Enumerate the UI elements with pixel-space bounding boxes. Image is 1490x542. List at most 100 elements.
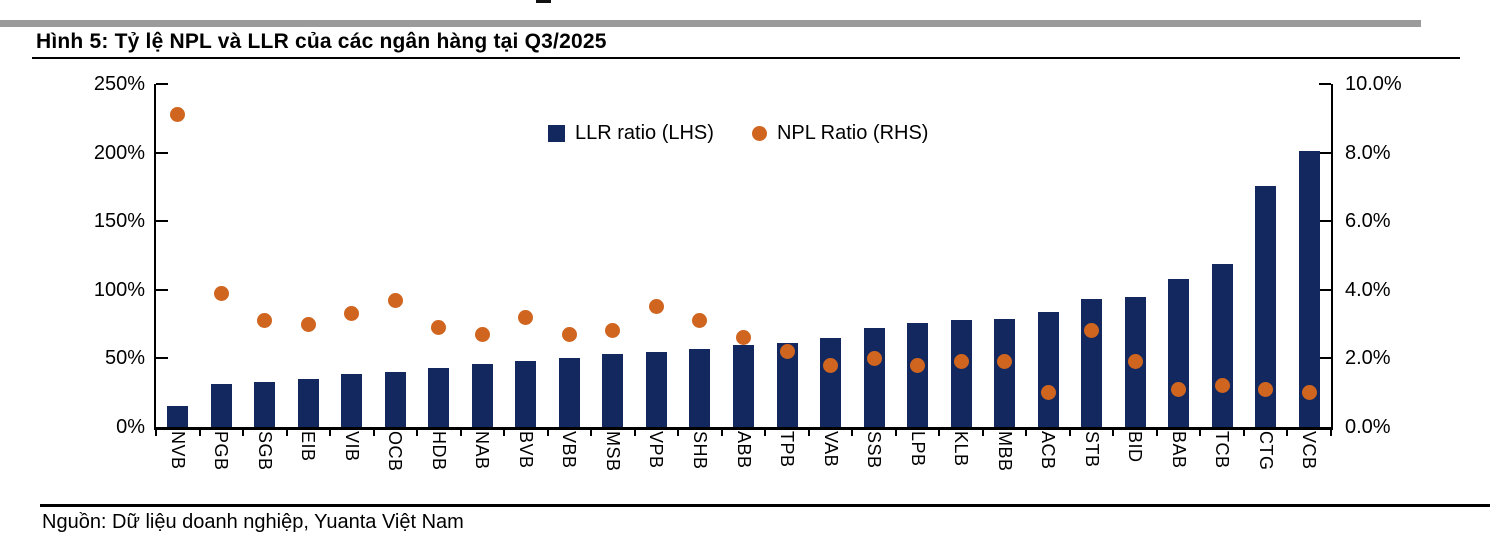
npl-dot: [1127, 354, 1143, 370]
x-axis-label: VBB: [559, 431, 580, 469]
crop-artifact-mark: [536, 0, 551, 3]
llr-bar: [471, 363, 493, 427]
right-axis-tick-label: 0.0%: [1345, 416, 1391, 438]
npl-dot: [648, 299, 664, 315]
x-axis-label: NVB: [167, 431, 188, 470]
right-axis-tick: [1319, 357, 1331, 360]
x-axis-label: CTG: [1255, 431, 1276, 471]
x-axis-label: BVB: [515, 431, 536, 469]
bottom-axis-tick: [1025, 427, 1028, 436]
x-axis-label: VCB: [1299, 431, 1320, 470]
bottom-axis-tick: [938, 427, 941, 436]
bottom-axis-tick: [720, 427, 723, 436]
npl-dot: [866, 350, 882, 366]
bottom-axis-tick: [590, 427, 593, 436]
x-axis-label: BAB: [1168, 431, 1189, 469]
bottom-axis-tick: [198, 427, 201, 436]
llr-bar: [167, 406, 189, 427]
x-axis-label: STB: [1081, 431, 1102, 468]
llr-bar: [515, 361, 537, 427]
left-axis-tick-label: 0%: [116, 416, 145, 438]
bottom-axis-tick: [764, 427, 767, 436]
bottom-axis-tick: [851, 427, 854, 436]
bottom-axis-tick: [807, 427, 810, 436]
llr-bar: [558, 358, 580, 427]
bottom-axis-tick: [285, 427, 288, 436]
x-axis-label: SHB: [689, 431, 710, 470]
legend-item-npl: NPL Ratio (RHS): [751, 122, 929, 145]
x-axis-label: ABB: [733, 431, 754, 469]
npl-dot: [170, 107, 186, 123]
bottom-axis-line: [154, 427, 1333, 430]
right-axis-tick: [1319, 83, 1331, 85]
x-axis-label: TCB: [1212, 431, 1233, 469]
npl-dot: [474, 326, 490, 342]
npl-dot: [910, 357, 926, 373]
npl-dot: [561, 326, 577, 342]
llr-bar: [1298, 151, 1320, 427]
llr-bar: [1168, 278, 1190, 427]
left-axis-tick-label: 250%: [93, 73, 145, 95]
x-axis-label: NAB: [472, 431, 493, 470]
npl-dot: [1214, 378, 1230, 394]
right-axis-tick: [1319, 220, 1331, 223]
x-axis-label: HDB: [428, 431, 449, 471]
x-axis-label: EIB: [298, 431, 319, 462]
right-axis-line: [1331, 84, 1333, 427]
bottom-axis-tick: [677, 427, 680, 436]
left-axis-tick-label: 100%: [93, 278, 145, 301]
x-axis-label: MSB: [602, 431, 623, 472]
bottom-axis-tick: [1068, 427, 1071, 436]
right-axis-tick: [1319, 288, 1331, 291]
x-axis-label: PGB: [211, 431, 232, 471]
npl-dot-swatch-icon: [751, 126, 767, 141]
npl-dot: [692, 313, 708, 329]
right-axis-tick: [1319, 151, 1331, 154]
right-axis-tick-label: 8.0%: [1345, 141, 1391, 164]
npl-dot: [953, 354, 969, 370]
llr-bar: [1255, 185, 1277, 427]
llr-bar: [820, 337, 842, 427]
bottom-axis-tick: [894, 427, 897, 436]
llr-bar: [297, 378, 319, 427]
left-axis-tick-label: 50%: [104, 347, 145, 370]
npl-dot: [823, 357, 839, 373]
bottom-axis-tick: [633, 427, 636, 436]
left-axis-tick: [156, 151, 168, 154]
legend-label-llr: LLR ratio (LHS): [575, 122, 714, 144]
right-axis-tick-label: 10.0%: [1345, 73, 1402, 95]
chart-legend: LLR ratio (LHS) NPL Ratio (RHS): [548, 122, 928, 145]
bottom-axis-tick: [1199, 427, 1202, 436]
llr-bar: [1081, 299, 1103, 427]
left-axis-tick: [156, 288, 168, 291]
x-axis-label: VPB: [646, 431, 667, 469]
npl-dot: [431, 320, 447, 336]
legend-label-npl: NPL Ratio (RHS): [776, 122, 929, 144]
top-gray-bar: [0, 20, 1421, 27]
figure-title: Hình 5: Tỷ lệ NPL và LLR của các ngân hà…: [36, 30, 607, 53]
llr-bar: [950, 319, 972, 427]
x-axis-label: MBB: [994, 431, 1015, 472]
x-axis-label: LPB: [907, 431, 928, 467]
bottom-axis-tick: [1155, 427, 1158, 436]
bottom-axis-tick: [1286, 427, 1289, 436]
llr-bar: [645, 351, 667, 427]
llr-bar: [994, 318, 1016, 427]
x-axis-label: VAB: [820, 431, 841, 468]
llr-bar-swatch-icon: [548, 125, 565, 142]
x-axis-label: BID: [1125, 431, 1146, 463]
left-axis-tick: [156, 83, 168, 85]
left-axis-line: [154, 84, 156, 427]
right-axis-tick-label: 6.0%: [1345, 210, 1391, 233]
llr-bar: [863, 328, 885, 427]
bottom-axis-tick: [1242, 427, 1245, 436]
source-note: Nguồn: Dữ liệu doanh nghiệp, Yuanta Việt…: [42, 511, 464, 533]
npl-dot: [1171, 381, 1187, 397]
right-axis-tick-label: 4.0%: [1345, 278, 1391, 301]
llr-bar: [689, 348, 711, 427]
npl-dot: [605, 323, 621, 339]
npl-dot: [213, 285, 229, 301]
left-axis-tick-label: 150%: [93, 210, 145, 233]
plot-area: [154, 83, 1333, 436]
bottom-axis-tick: [546, 427, 549, 436]
